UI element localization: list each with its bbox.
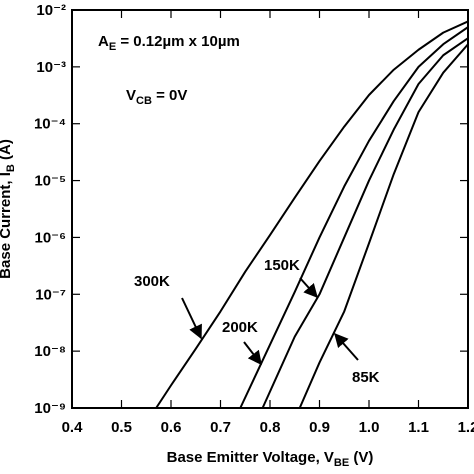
- annotation: VCB = 0V: [126, 87, 187, 107]
- y-tick-label: 10⁻⁴: [34, 116, 66, 133]
- annotation-sub: CB: [136, 95, 152, 107]
- y-tick-label: 10⁻⁹: [34, 400, 66, 417]
- annotation-suffix: = 0.12µm x 10µm: [116, 33, 240, 50]
- line: [239, 26, 469, 409]
- y-label-sub: B: [5, 164, 17, 172]
- line: [261, 37, 469, 409]
- line: [298, 43, 469, 409]
- x-tick-label: 1.0: [359, 419, 380, 436]
- annotation-text: V: [126, 87, 136, 104]
- x-label-sub: BE: [334, 457, 349, 469]
- arrow: [334, 332, 359, 361]
- plot-frame: [71, 9, 469, 409]
- annotation-text: A: [98, 33, 109, 50]
- series-label: 85K: [352, 369, 380, 386]
- arrow: [243, 341, 262, 366]
- x-tick-label: 0.8: [260, 419, 281, 436]
- x-label-text: Base Emitter Voltage, V: [167, 449, 334, 466]
- y-tick-label: 10⁻⁸: [34, 343, 66, 360]
- line: [155, 20, 469, 409]
- annotation-suffix: = 0V: [152, 87, 187, 104]
- x-tick-label: 0.9: [309, 419, 330, 436]
- x-tick-label: 0.6: [161, 419, 182, 436]
- y-tick-label: 10⁻⁵: [34, 173, 66, 190]
- series-label: 200K: [222, 319, 258, 336]
- y-tick-label: 10⁻⁷: [35, 286, 66, 303]
- x-label-suffix: (V): [349, 449, 373, 466]
- y-tick-label: 10⁻³: [36, 59, 66, 76]
- x-tick-label: 0.4: [62, 419, 84, 436]
- annotation-sub: E: [109, 41, 116, 53]
- series-label: 150K: [264, 257, 300, 274]
- y-tick-label: 10⁻⁶: [34, 229, 66, 246]
- series-label: 300K: [134, 273, 170, 290]
- y-label-suffix: (A): [0, 139, 14, 164]
- y-axis-label: Base Current, IB (A): [0, 139, 17, 279]
- x-tick-label: 0.5: [111, 419, 132, 436]
- x-tick-label: 1.2: [458, 419, 474, 436]
- x-axis-label: Base Emitter Voltage, VBE (V): [167, 449, 374, 469]
- x-tick-label: 0.7: [210, 419, 231, 436]
- x-tick-label: 1.1: [408, 419, 429, 436]
- annotation: AE = 0.12µm x 10µm: [98, 33, 240, 53]
- y-tick-label: 10⁻²: [36, 2, 66, 19]
- y-label-text: Base Current, I: [0, 172, 14, 279]
- arrow: [299, 277, 318, 299]
- arrow: [181, 297, 202, 340]
